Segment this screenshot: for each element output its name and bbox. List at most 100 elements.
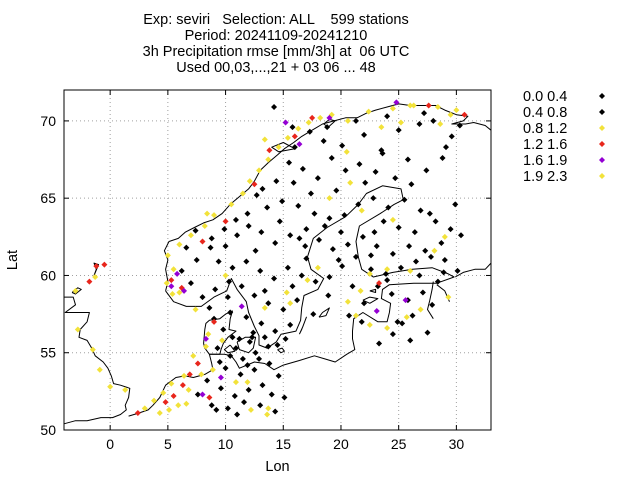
station-point <box>326 215 333 222</box>
coastline <box>63 296 131 425</box>
title-line-2: Period: 20241109-20241210 <box>184 28 368 44</box>
station-point <box>250 329 257 336</box>
station-point <box>163 280 170 287</box>
station-point <box>422 247 429 254</box>
station-point <box>211 318 218 325</box>
station-point <box>376 280 383 287</box>
station-point <box>251 366 258 373</box>
station-point <box>176 289 183 296</box>
station-point <box>306 128 313 135</box>
station-point <box>417 306 424 313</box>
station-point <box>274 342 281 348</box>
station-point <box>404 156 411 163</box>
station-point <box>358 318 365 325</box>
station-point <box>256 167 263 174</box>
station-point <box>339 263 346 270</box>
station-point <box>432 218 439 225</box>
station-point <box>384 277 391 284</box>
station-point <box>202 335 209 342</box>
station-point <box>362 179 369 186</box>
station-point <box>389 216 396 223</box>
station-point <box>344 117 351 124</box>
station-point <box>447 111 454 118</box>
coastline <box>427 281 434 319</box>
station-point <box>257 267 264 274</box>
station-point <box>359 233 366 240</box>
station-point <box>295 202 302 209</box>
station-point <box>170 266 177 273</box>
station-point <box>216 359 223 365</box>
legend-label: 1.6 1.9 <box>523 153 567 169</box>
coastline <box>271 142 296 153</box>
station-point <box>206 304 213 311</box>
station-point <box>424 329 431 336</box>
station-point <box>397 264 404 271</box>
station-point <box>239 190 246 197</box>
station-point <box>212 286 219 293</box>
station-point <box>337 229 344 236</box>
coastline <box>298 316 307 335</box>
x-tick-label: 25 <box>391 436 407 452</box>
station-point <box>229 264 236 271</box>
station-point <box>181 372 188 379</box>
station-point <box>281 394 288 401</box>
station-point <box>244 379 251 386</box>
station-point <box>276 218 283 225</box>
station-point <box>394 318 401 325</box>
station-point <box>261 287 268 294</box>
station-point <box>224 294 231 301</box>
station-point <box>257 402 264 409</box>
legend-label: 0.8 1.2 <box>523 121 567 137</box>
station-point <box>207 244 214 251</box>
station-point <box>244 362 251 369</box>
station-point <box>122 386 129 393</box>
station-point <box>215 258 222 265</box>
station-point <box>227 309 234 316</box>
station-point <box>275 372 282 379</box>
station-point <box>448 133 455 140</box>
station-point <box>246 178 253 185</box>
station-point <box>209 366 216 373</box>
station-point <box>219 337 226 344</box>
station-point <box>407 267 414 274</box>
station-point <box>261 136 268 143</box>
station-point <box>217 374 224 381</box>
station-point <box>303 226 310 233</box>
station-point <box>187 232 194 239</box>
station-point <box>168 380 175 387</box>
station-point <box>411 229 418 236</box>
station-point <box>325 292 332 299</box>
station-point <box>244 210 251 217</box>
station-point <box>192 227 199 234</box>
station-point <box>245 223 252 229</box>
station-point <box>431 247 438 254</box>
station-point <box>211 315 218 322</box>
station-point <box>324 124 331 131</box>
station-point <box>141 405 148 412</box>
station-point <box>312 278 319 285</box>
legend-marker <box>599 109 605 115</box>
title-line-4: Used 00,03,...,21 + 03 06 ... 48 <box>176 60 376 76</box>
station-point <box>282 335 289 342</box>
station-point <box>403 314 410 321</box>
station-point <box>265 343 272 350</box>
station-point <box>249 334 256 341</box>
station-point <box>227 352 234 359</box>
station-point <box>214 345 221 352</box>
station-point <box>382 270 389 277</box>
station-point <box>289 283 296 290</box>
station-point <box>261 304 268 311</box>
station-point <box>416 121 423 127</box>
station-point <box>271 104 278 110</box>
station-point <box>245 386 252 393</box>
station-point <box>291 133 298 140</box>
station-point <box>224 405 231 412</box>
station-point <box>380 218 387 225</box>
station-point <box>307 190 314 197</box>
station-point <box>199 391 206 398</box>
station-point <box>265 405 272 412</box>
grid <box>64 90 491 431</box>
station-point <box>175 402 182 409</box>
station-point <box>176 241 183 248</box>
